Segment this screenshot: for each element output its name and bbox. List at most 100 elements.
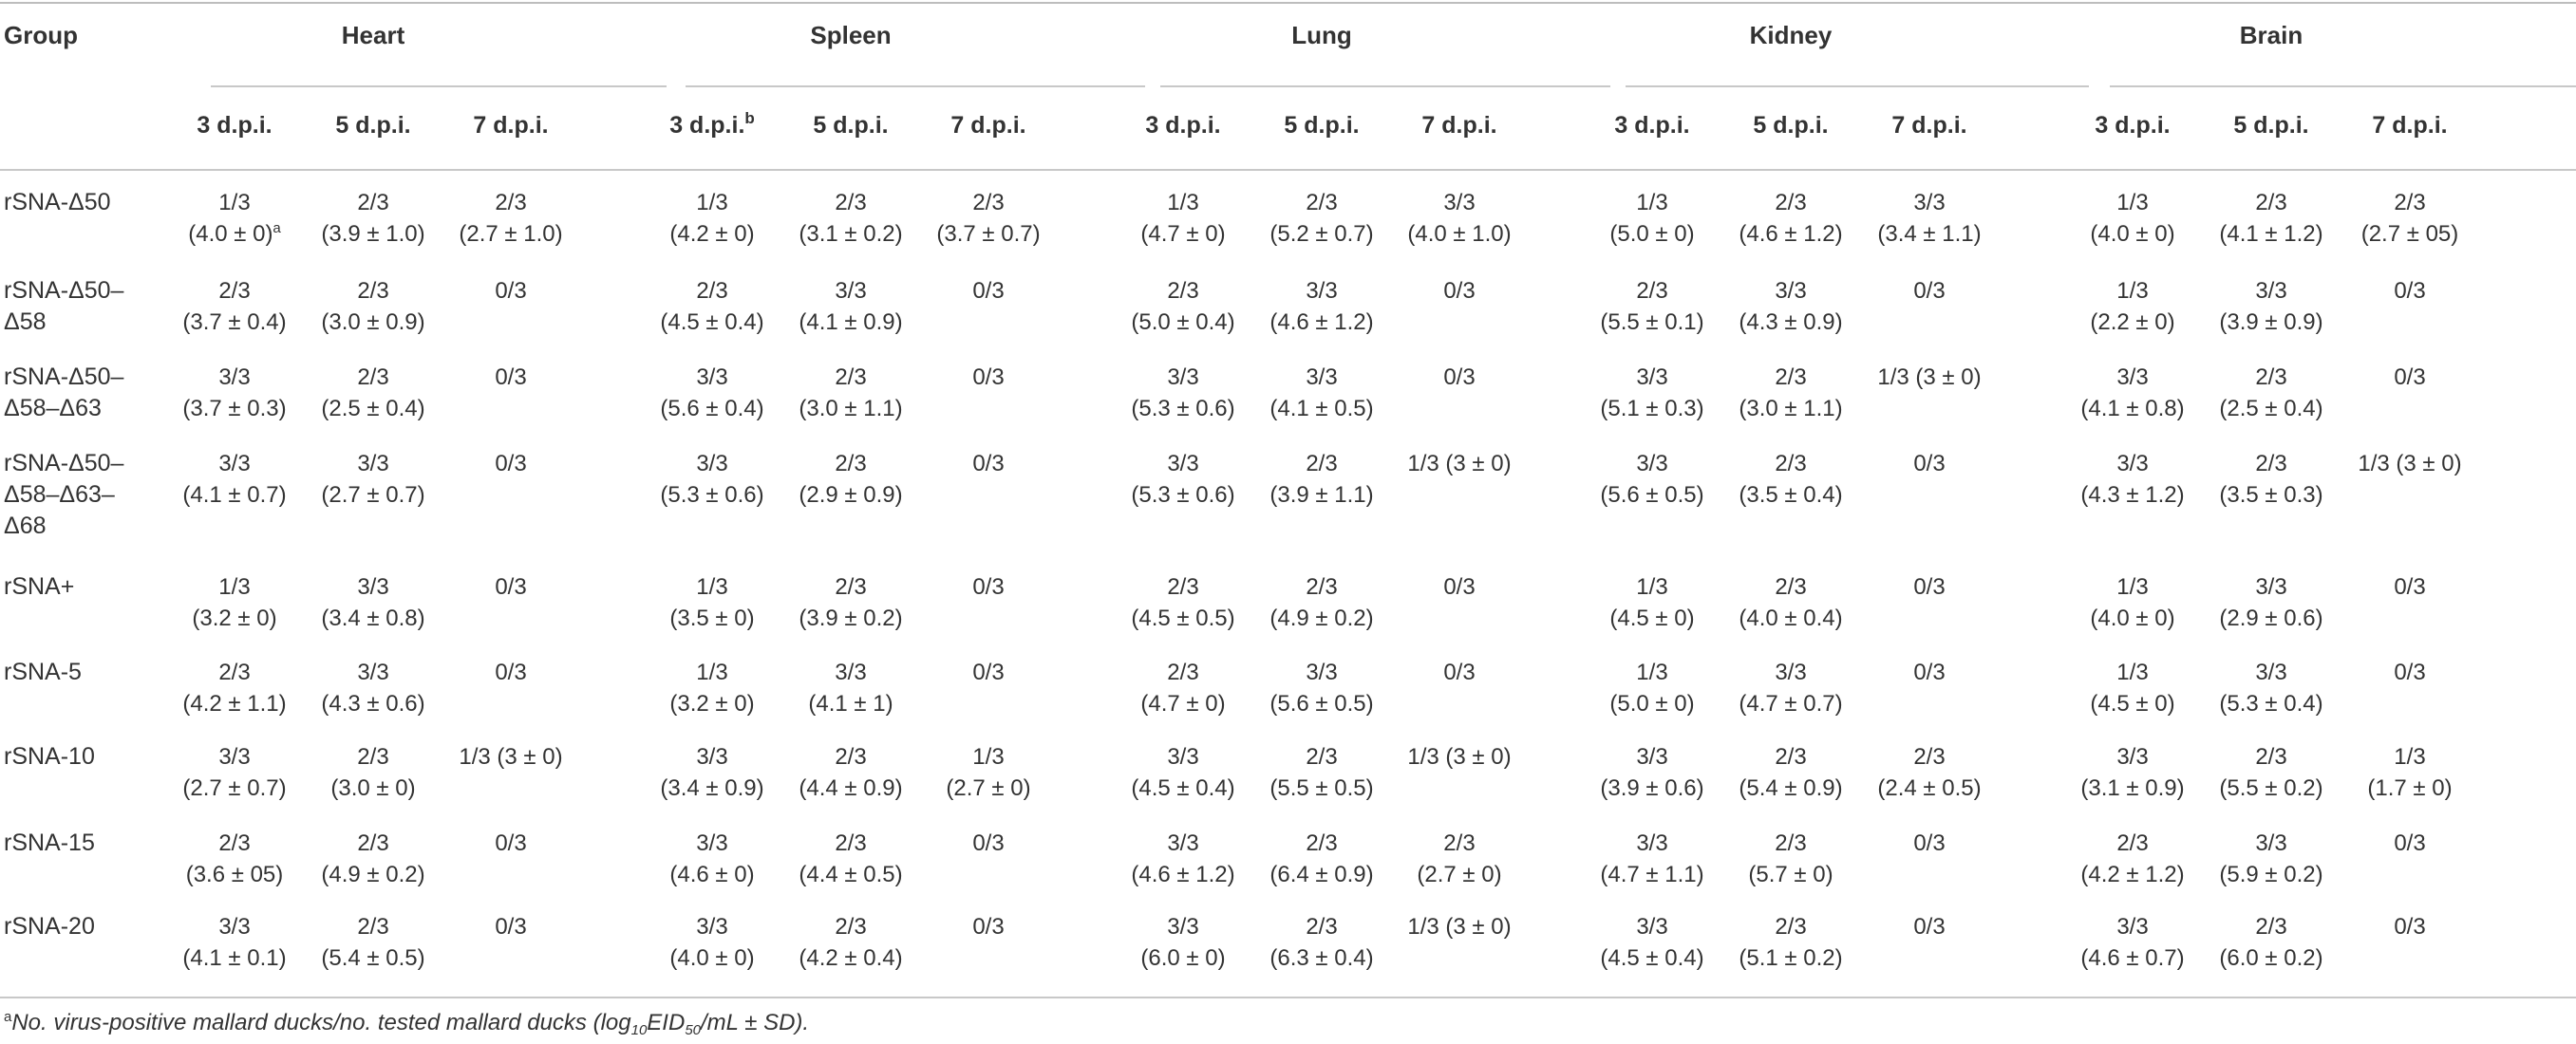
row-label: rSNA-Δ50– Δ58 (4, 277, 124, 335)
organ-header-kidney: Kidney (1749, 21, 1833, 49)
table-cell: 3/3 (3.4 ± 0.8) (321, 574, 425, 631)
table-cell: 2/3 (4.2 ± 1.2) (2080, 830, 2185, 887)
table-cell: 2/3 (2.5 ± 0.4) (2219, 364, 2323, 421)
table-cell: 2/3 (5.5 ± 0.1) (1600, 278, 1704, 335)
table-cell: 3/3 (4.3 ± 0.9) (1739, 278, 1843, 335)
row-label: rSNA-Δ50 (4, 189, 111, 215)
table-cell: 2/3 (3.9 ± 1.0) (321, 190, 425, 247)
table-cell: 3/3 (4.6 ± 1.2) (1131, 830, 1235, 887)
table-cell: 0/3 (1443, 278, 1476, 304)
table-cell: 2/3 (4.5 ± 0.5) (1131, 574, 1235, 631)
table-cell: 2/3 (4.9 ± 0.2) (1269, 574, 1374, 631)
table-cell: 1/3 (4.0 ± 0) (2090, 190, 2175, 247)
table-cell: 0/3 (972, 914, 1005, 940)
table-cell: 2/3 (2.4 ± 0.5) (1877, 744, 1982, 801)
table-cell: 0/3 (495, 364, 527, 390)
table-cell: 3/3 (4.1 ± 0.7) (182, 451, 287, 508)
table-cell: 2/3 (4.4 ± 0.5) (799, 830, 903, 887)
dpi-header-brain-1: 5 d.p.i. (2233, 112, 2309, 139)
table-cell: 2/3 (3.5 ± 0.4) (1739, 451, 1843, 508)
table-cell: 3/3 (5.3 ± 0.6) (1131, 364, 1235, 421)
footnote-sub-2: 50 (685, 1022, 701, 1038)
table-cell: 3/3 (4.5 ± 0.4) (1600, 914, 1704, 971)
row-label: rSNA-5 (4, 659, 82, 685)
organ-rule-brain (2110, 85, 2576, 87)
table-cell: 1/3 (3.2 ± 0) (192, 574, 277, 631)
table-cell: 3/3 (3.7 ± 0.3) (182, 364, 287, 421)
table-cell: 3/3 (4.7 ± 0.7) (1739, 660, 1843, 717)
table-cell: 3/3 (4.0 ± 0) (669, 914, 755, 971)
table-cell: 1/3 (4.2 ± 0) (669, 190, 755, 247)
table-cell: 0/3 (495, 451, 527, 476)
table-cell: 1/3 (3 ± 0) (1407, 914, 1512, 940)
organ-rule-heart (211, 85, 667, 87)
table-footnote: aNo. virus-positive mallard ducks/no. te… (4, 1009, 809, 1038)
table-cell: 0/3 (2394, 914, 2426, 940)
table-cell: 2/3 (5.5 ± 0.5) (1269, 744, 1374, 801)
table-cell: 1/3 (4.7 ± 0) (1140, 190, 1226, 247)
table-cell: 3/3 (5.6 ± 0.4) (660, 364, 764, 421)
table-cell: 0/3 (972, 830, 1005, 856)
header-rule (0, 169, 2576, 171)
table-cell: 1/3 (2.7 ± 0) (946, 744, 1031, 801)
table-cell: 0/3 (1913, 914, 1946, 940)
table-cell: 2/3 (6.3 ± 0.4) (1269, 914, 1374, 971)
table-cell: 2/3 (4.4 ± 0.9) (799, 744, 903, 801)
table-cell: 3/3 (3.1 ± 0.9) (2080, 744, 2185, 801)
table-cell: 2/3 (6.4 ± 0.9) (1269, 830, 1374, 887)
table-cell: 3/3 (2.9 ± 0.6) (2219, 574, 2323, 631)
table-cell: 3/3 (5.3 ± 0.4) (2219, 660, 2323, 717)
footnote-mark: a (4, 1009, 12, 1025)
row-label: rSNA+ (4, 573, 75, 600)
table-cell: 0/3 (2394, 364, 2426, 390)
table-cell: 3/3 (4.5 ± 0.4) (1131, 744, 1235, 801)
dpi-header-lung-2: 7 d.p.i. (1421, 112, 1497, 139)
table-cell: 0/3 (1913, 278, 1946, 304)
table-cell: 0/3 (2394, 660, 2426, 685)
footnote-mark-a: a (273, 220, 281, 236)
table-cell: 2/3 (3.0 ± 1.1) (1739, 364, 1843, 421)
table-cell: 3/3 (4.6 ± 0) (669, 830, 755, 887)
dpi-header-kidney-0: 3 d.p.i. (1614, 112, 1690, 139)
table-cell: 2/3 (3.9 ± 1.1) (1269, 451, 1374, 508)
table-cell: 2/3 (2.7 ± 05) (2360, 190, 2459, 247)
table-cell: 1/3 (2.2 ± 0) (2090, 278, 2175, 335)
organ-header-brain: Brain (2239, 21, 2303, 49)
footnote-text-1: No. virus-positive mallard ducks/no. tes… (11, 1010, 631, 1035)
table-cell: 2/3 (5.5 ± 0.2) (2219, 744, 2323, 801)
table-cell: 2/3 (4.5 ± 0.4) (660, 278, 764, 335)
footnote-sub-1: 10 (630, 1022, 648, 1038)
table-cell: 2/3 (2.7 ± 0) (1417, 830, 1502, 887)
table-cell: 3/3 (2.7 ± 0.7) (321, 451, 425, 508)
table-cell: 3/3 (4.6 ± 1.2) (1269, 278, 1374, 335)
table-cell: 1/3 (4.5 ± 0) (2090, 660, 2175, 717)
table-cell: 1/3 (3 ± 0) (459, 744, 563, 770)
row-label: rSNA-20 (4, 913, 95, 940)
table-cell: 1/3 (4.5 ± 0) (1609, 574, 1695, 631)
row-label: rSNA-10 (4, 743, 95, 770)
table-cell: 1/3 (1.7 ± 0) (2367, 744, 2453, 801)
dpi-header-lung-0: 3 d.p.i. (1145, 112, 1221, 139)
table-cell: 2/3 (2.7 ± 1.0) (459, 190, 563, 247)
table-cell: 1/3 (3 ± 0) (1407, 744, 1512, 770)
table-cell: 3/3 (5.3 ± 0.6) (660, 451, 764, 508)
dpi-header-kidney-2: 7 d.p.i. (1891, 112, 1967, 139)
table-cell: 2/3 (4.6 ± 1.2) (1739, 190, 1843, 247)
table-cell: 3/3 (5.6 ± 0.5) (1600, 451, 1704, 508)
top-rule (0, 2, 2576, 4)
table-cell: 3/3 (4.1 ± 1) (808, 660, 893, 717)
row-label: rSNA-Δ50– Δ58–Δ63 (4, 364, 124, 421)
row-label: rSNA-15 (4, 830, 95, 856)
table-cell: 0/3 (972, 574, 1005, 600)
table-cell: 3/3 (5.6 ± 0.5) (1269, 660, 1374, 717)
dpi-header-heart-0: 3 d.p.i. (197, 112, 273, 139)
table-cell: 2/3 (3.0 ± 1.1) (799, 364, 903, 421)
table-cell: 3/3 (4.3 ± 1.2) (2080, 451, 2185, 508)
table-cell: 2/3 (4.2 ± 1.1) (182, 660, 287, 717)
table-cell: 0/3 (972, 451, 1005, 476)
table-cell: 2/3 (3.6 ± 05) (185, 830, 284, 887)
table-cell: 3/3 (6.0 ± 0) (1140, 914, 1226, 971)
table-cell: 2/3 (4.0 ± 0.4) (1739, 574, 1843, 631)
table-cell: 0/3 (1443, 364, 1476, 390)
